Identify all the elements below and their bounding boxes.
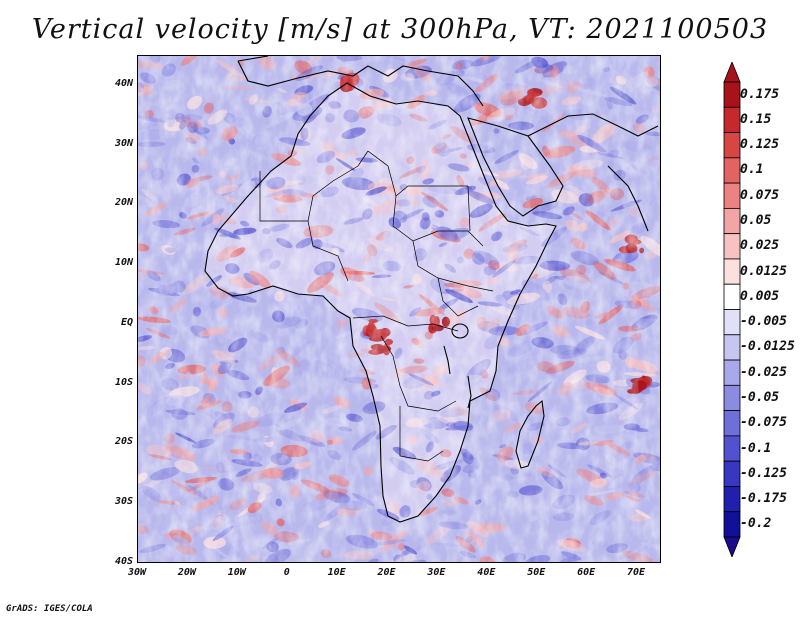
field-texture	[138, 56, 660, 562]
lon-tick-label: 20W	[177, 567, 196, 578]
colorbar-label: 0.075	[740, 187, 780, 203]
colorbar-label: 0.005	[740, 288, 780, 304]
colorbar-box	[723, 182, 741, 209]
colorbar-label: -0.1	[740, 440, 772, 456]
lat-tick-label: 30S	[114, 496, 133, 508]
colorbar-label: 0.025	[740, 238, 780, 254]
lon-tick-label: 10W	[227, 567, 246, 578]
colorbar-box	[723, 309, 741, 336]
lake-malawi	[467, 375, 472, 409]
colorbar-label: -0.0125	[740, 339, 795, 355]
lat-tick-label: 10S	[114, 376, 133, 388]
colorbar-label: -0.175	[740, 491, 787, 507]
colorbar-box	[723, 258, 741, 285]
lon-tick-label: 30E	[427, 567, 446, 578]
country-borders	[259, 150, 494, 462]
colorbar-box	[723, 384, 741, 412]
colorbar-label: -0.05	[740, 389, 780, 405]
colorbar-box	[723, 511, 741, 538]
lon-tick-label: 0	[283, 567, 290, 578]
iran-coastline	[527, 113, 659, 137]
colorbar-box	[723, 157, 741, 184]
colorbar-box	[723, 486, 741, 513]
colorbar-top-arrow	[723, 62, 741, 83]
colorbar-box	[723, 207, 741, 235]
map-panel	[137, 55, 661, 563]
colorbar-label: 0.1	[740, 162, 764, 178]
colorbar-label: -0.2	[740, 516, 772, 532]
lake-tanganyika	[443, 345, 451, 375]
lon-tick-label: 60E	[577, 567, 596, 578]
colorbar-box	[723, 460, 741, 487]
lon-tick-label: 20E	[377, 567, 396, 578]
lat-tick-label: 40N	[114, 77, 133, 89]
lat-tick-label: 30N	[114, 137, 133, 149]
colorbar-label: 0.175	[740, 86, 780, 102]
coastlines	[204, 56, 659, 523]
colorbar-box	[723, 81, 741, 108]
vertical-velocity-field	[138, 56, 660, 562]
colorbar-label: 0.125	[740, 137, 780, 153]
colorbar-box	[723, 132, 741, 159]
colorbar-label: -0.005	[740, 314, 787, 330]
colorbar-box	[723, 283, 741, 310]
lat-tick-label: EQ	[120, 316, 133, 328]
lat-tick-label: 20N	[114, 197, 133, 209]
colorbar-label: 0.15	[740, 111, 772, 127]
colorbar-box	[723, 359, 741, 386]
colorbar-label: 0.05	[740, 213, 772, 229]
colorbar-boxes	[723, 62, 741, 557]
lat-tick-label: 40S	[114, 556, 133, 567]
madagascar-coastline	[515, 399, 545, 469]
lat-tick-label: 20S	[114, 436, 133, 448]
colorbar-box	[723, 435, 741, 462]
lon-tick-label: 40E	[477, 567, 496, 578]
colorbar-box	[723, 233, 741, 260]
chart-title: Vertical velocity [m/s] at 300hPa, VT: 2…	[31, 14, 769, 45]
colorbar-box	[723, 410, 741, 437]
colorbar-box	[723, 106, 741, 133]
europe-coastline	[237, 56, 484, 107]
lon-tick-label: 50E	[527, 567, 546, 578]
colorbar-label: -0.125	[740, 465, 787, 481]
arabia-coastline	[467, 117, 564, 217]
africa-coastline	[204, 82, 557, 523]
footer-credit: GrADS: IGES/COLA	[6, 604, 93, 614]
lon-tick-label: 30W	[127, 567, 147, 578]
lon-tick-label: 10E	[327, 567, 346, 578]
colorbar-label: -0.025	[740, 364, 787, 380]
india-coastline	[607, 165, 649, 232]
colorbar-bottom-arrow	[723, 536, 741, 557]
colorbar	[723, 62, 741, 557]
colorbar-box	[723, 334, 741, 361]
colorbar-label: 0.0125	[740, 263, 787, 279]
lon-tick-label: 70E	[627, 567, 646, 578]
lake-victoria	[451, 323, 469, 339]
lat-tick-label: 10N	[114, 257, 133, 269]
colorbar-label: -0.075	[740, 415, 787, 431]
